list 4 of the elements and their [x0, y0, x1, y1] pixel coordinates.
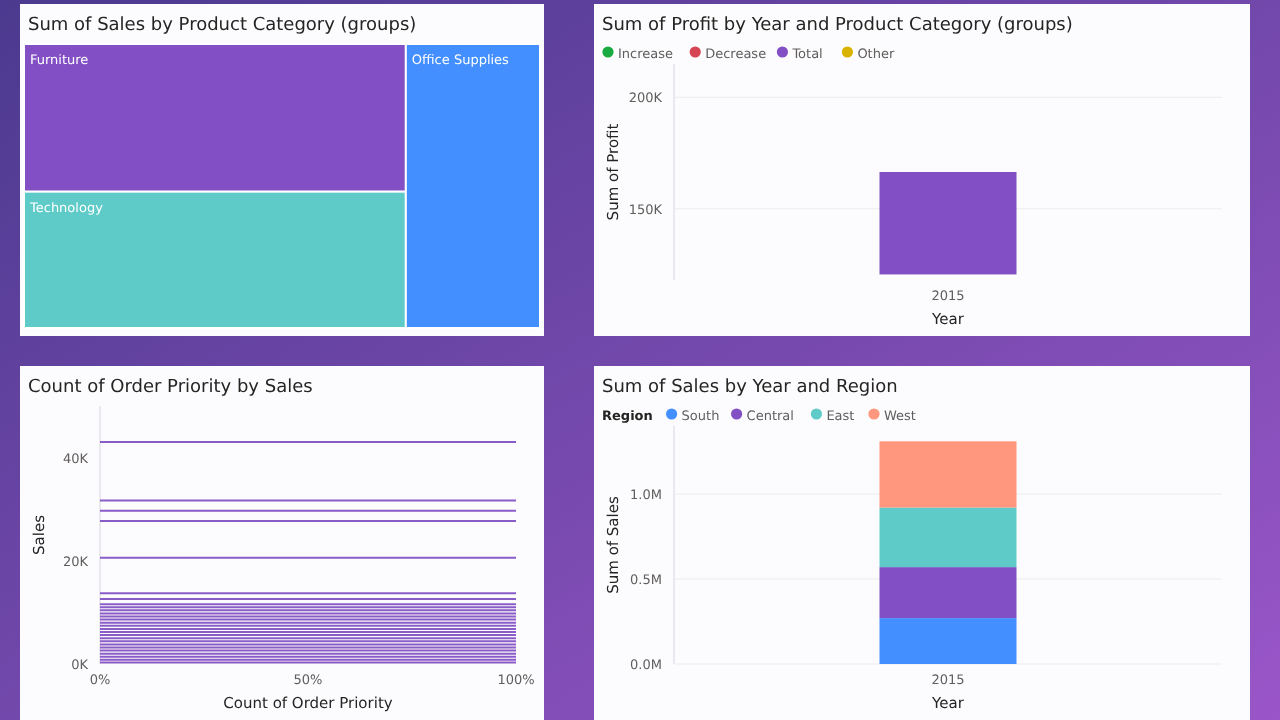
chart-title: Sum of Profit by Year and Product Category (groups) [602, 16, 1073, 36]
chart-title: Count of Order Priority by Sales [28, 378, 314, 398]
chart-title: Sum of Sales by Year and Region [602, 378, 898, 398]
text: Sum of Sales by Product Category (groups) [28, 16, 417, 36]
